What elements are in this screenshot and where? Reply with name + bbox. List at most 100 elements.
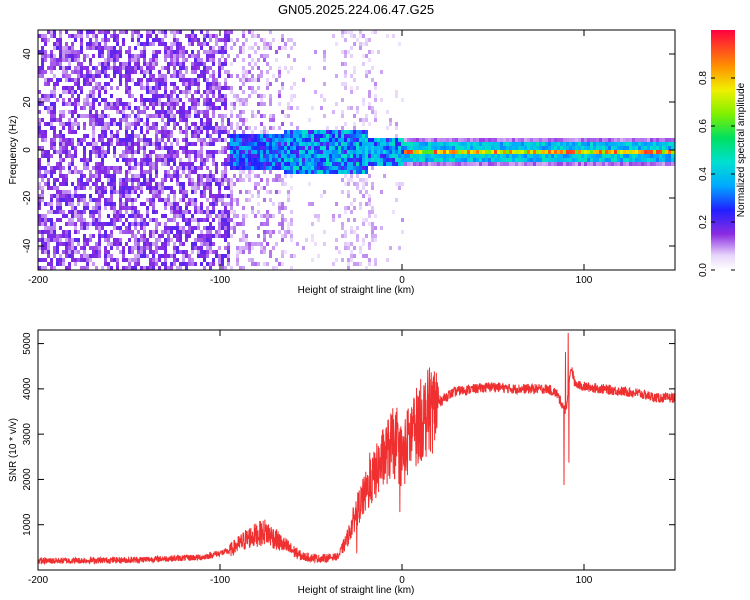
heatmap-cell	[128, 86, 131, 90]
heatmap-cell	[173, 246, 176, 250]
heatmap-cell	[578, 138, 581, 142]
heatmap-cell	[62, 182, 65, 186]
heatmap-cell	[116, 258, 119, 262]
heatmap-cell	[191, 166, 194, 170]
heatmap-cell	[59, 150, 62, 154]
heatmap-cell	[227, 210, 230, 214]
heatmap-cell	[179, 266, 182, 270]
heatmap-cell	[149, 178, 152, 182]
heatmap-cell	[341, 138, 344, 142]
heatmap-cell	[242, 90, 245, 94]
heatmap-cell	[185, 118, 188, 122]
heatmap-cell	[119, 166, 122, 170]
heatmap-cell	[83, 202, 86, 206]
heatmap-cell	[161, 106, 164, 110]
heatmap-cell	[368, 94, 371, 98]
heatmap-cell	[239, 98, 242, 102]
heatmap-cell	[131, 158, 134, 162]
heatmap-cell	[143, 230, 146, 234]
heatmap-cell	[158, 114, 161, 118]
snr-y-axis-label: SNR (10 * v/v)	[8, 418, 19, 482]
heatmap-cell	[347, 242, 350, 246]
heatmap-cell	[122, 150, 125, 154]
heatmap-cell	[44, 166, 47, 170]
heatmap-cell	[449, 142, 452, 146]
heatmap-cell	[113, 150, 116, 154]
heatmap-cell	[242, 238, 245, 242]
heatmap-cell	[251, 86, 254, 90]
heatmap-cell	[149, 62, 152, 66]
heatmap-cell	[152, 210, 155, 214]
heatmap-cell	[77, 218, 80, 222]
heatmap-cell	[248, 138, 251, 142]
heatmap-cell	[263, 134, 266, 138]
heatmap-cell	[77, 94, 80, 98]
heatmap-cell	[113, 206, 116, 210]
heatmap-cell	[158, 138, 161, 142]
heatmap-cell	[170, 230, 173, 234]
heatmap-cell	[287, 106, 290, 110]
heatmap-cell	[86, 166, 89, 170]
heatmap-cell	[638, 154, 641, 158]
heatmap-cell	[566, 142, 569, 146]
heatmap-cell	[110, 78, 113, 82]
heatmap-cell	[476, 162, 479, 166]
heatmap-cell	[215, 50, 218, 54]
heatmap-cell	[104, 166, 107, 170]
heatmap-cell	[212, 126, 215, 130]
heatmap-cell	[332, 214, 335, 218]
heatmap-cell	[38, 238, 41, 242]
heatmap-cell	[68, 238, 71, 242]
heatmap-cell	[182, 46, 185, 50]
heatmap-cell	[131, 250, 134, 254]
heatmap-cell	[221, 150, 224, 154]
heatmap-cell	[467, 162, 470, 166]
heatmap-cell	[473, 142, 476, 146]
heatmap-cell	[98, 138, 101, 142]
heatmap-cell	[209, 234, 212, 238]
heatmap-cell	[110, 106, 113, 110]
heatmap-cell	[281, 178, 284, 182]
heatmap-cell	[254, 134, 257, 138]
heatmap-cell	[242, 46, 245, 50]
heatmap-cell	[203, 182, 206, 186]
heatmap-cell	[482, 142, 485, 146]
heatmap-cell	[176, 174, 179, 178]
heatmap-cell	[332, 170, 335, 174]
heatmap-cell	[494, 158, 497, 162]
heatmap-cell	[353, 142, 356, 146]
heatmap-cell	[131, 142, 134, 146]
heatmap-cell	[635, 154, 638, 158]
heatmap-cell	[401, 146, 404, 150]
heatmap-cell	[191, 226, 194, 230]
heatmap-cell	[194, 166, 197, 170]
heatmap-cell	[86, 226, 89, 230]
heatmap-cell	[182, 50, 185, 54]
heatmap-cell	[515, 162, 518, 166]
heatmap-cell	[395, 162, 398, 166]
heatmap-cell	[632, 154, 635, 158]
heatmap-cell	[470, 150, 473, 154]
heatmap-cell	[50, 218, 53, 222]
heatmap-cell	[389, 138, 392, 142]
heatmap-cell	[305, 162, 308, 166]
heatmap-cell	[143, 238, 146, 242]
heatmap-cell	[182, 78, 185, 82]
heatmap-cell	[224, 254, 227, 258]
heatmap-cell	[128, 230, 131, 234]
heatmap-cell	[386, 158, 389, 162]
heatmap-cell	[89, 114, 92, 118]
heatmap-cell	[281, 150, 284, 154]
heatmap-cell	[95, 206, 98, 210]
heatmap-cell	[512, 162, 515, 166]
heatmap-cell	[302, 150, 305, 154]
heatmap-cell	[224, 202, 227, 206]
heatmap-cell	[98, 230, 101, 234]
heatmap-cell	[170, 50, 173, 54]
heatmap-cell	[68, 250, 71, 254]
heatmap-cell	[167, 202, 170, 206]
heatmap-cell	[344, 210, 347, 214]
heatmap-cell	[410, 142, 413, 146]
heatmap-cell	[173, 122, 176, 126]
heatmap-cell	[383, 162, 386, 166]
